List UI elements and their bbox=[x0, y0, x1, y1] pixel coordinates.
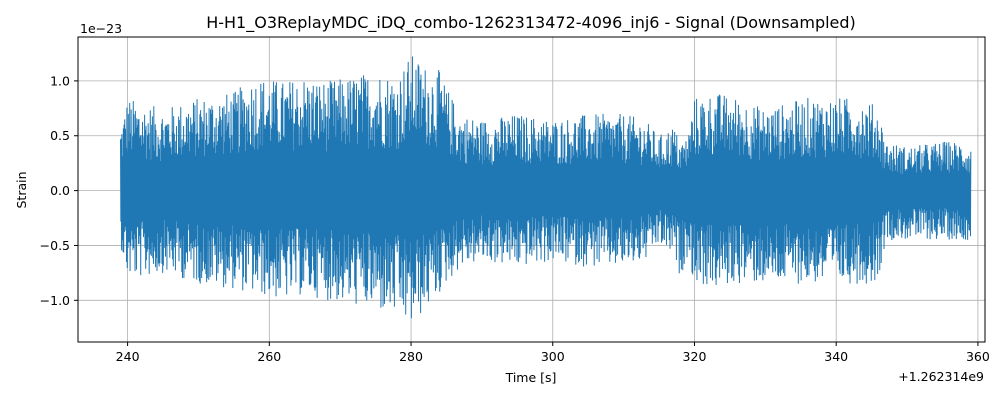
x-tick-label: 240 bbox=[116, 349, 140, 364]
y-axis: −1.0 −0.5 0.0 0.5 1.0 bbox=[40, 73, 78, 308]
plot-frame bbox=[77, 36, 986, 343]
y-scale-label: 1e−23 bbox=[80, 21, 122, 36]
x-axis: 240 260 280 300 320 340 360 bbox=[116, 342, 990, 364]
y-axis-label: Strain bbox=[14, 171, 29, 208]
x-axis-label: Time [s] bbox=[505, 370, 557, 385]
y-tick-label: 1.0 bbox=[50, 73, 70, 88]
x-tick-label: 320 bbox=[683, 349, 707, 364]
x-tick-label: 340 bbox=[824, 349, 848, 364]
x-tick-label: 280 bbox=[399, 349, 423, 364]
plot-area bbox=[120, 56, 972, 319]
y-tick-label: 0.0 bbox=[50, 183, 70, 198]
y-tick-label: −1.0 bbox=[40, 293, 70, 308]
chart-title: H-H1_O3ReplayMDC_iDQ_combo-1262313472-40… bbox=[206, 13, 856, 33]
y-tick-label: 0.5 bbox=[50, 128, 70, 143]
x-tick-label: 360 bbox=[966, 349, 990, 364]
y-tick-label: −0.5 bbox=[40, 238, 70, 253]
x-offset-label: +1.262314e9 bbox=[898, 369, 984, 384]
x-tick-label: 260 bbox=[257, 349, 281, 364]
signal-series-line bbox=[120, 56, 972, 319]
x-tick-label: 300 bbox=[541, 349, 565, 364]
